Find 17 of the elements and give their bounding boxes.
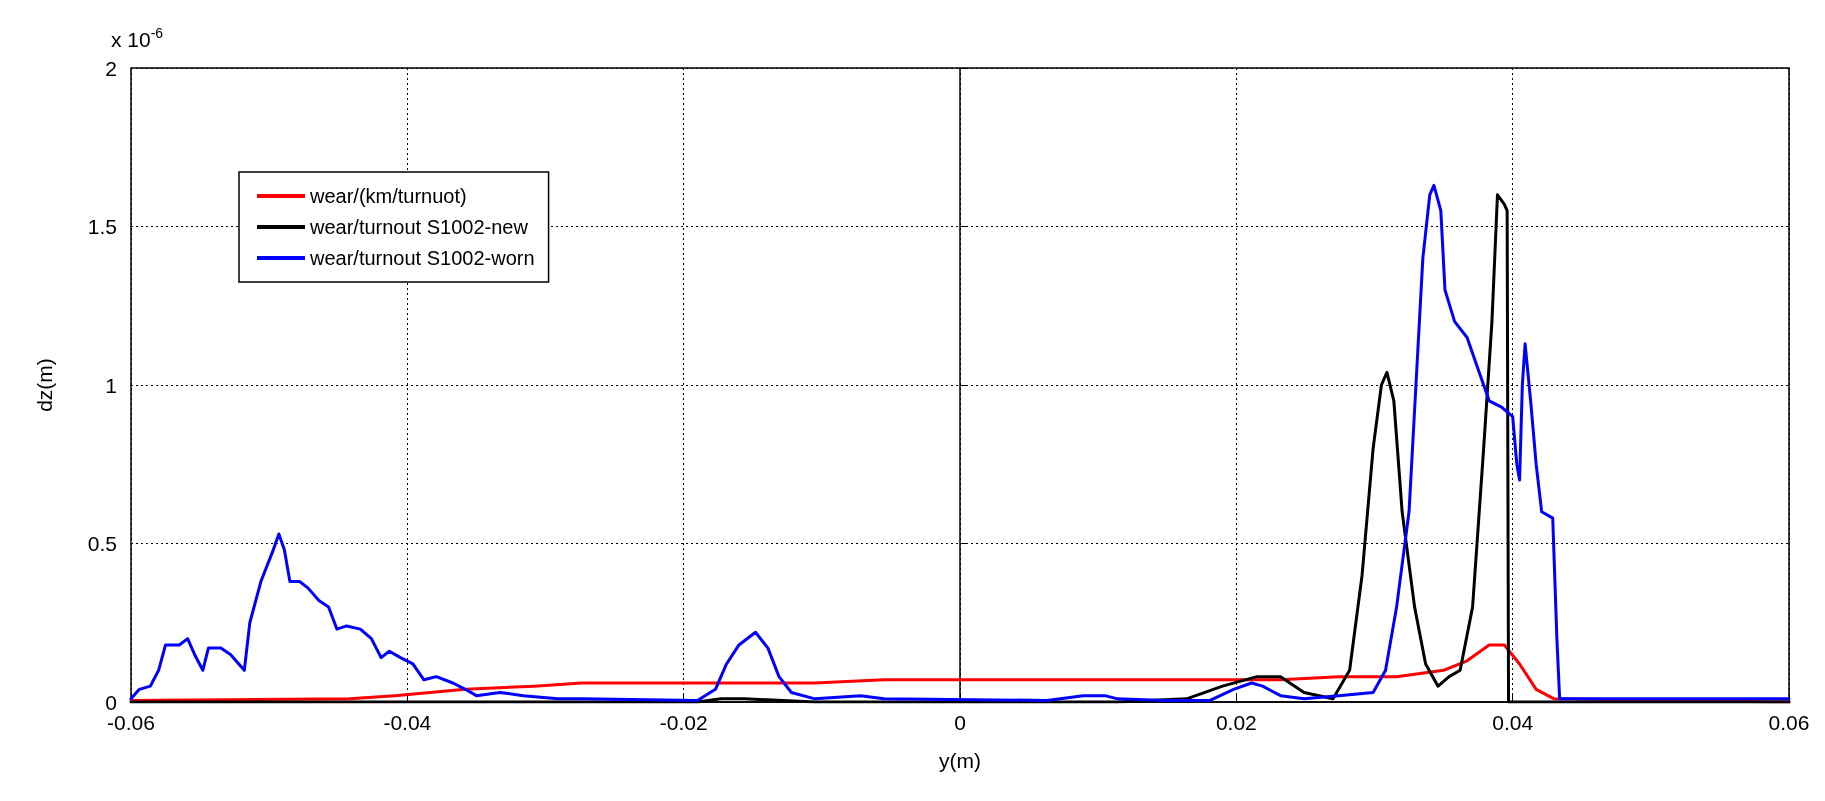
legend-label: wear/(km/turnuot): [309, 185, 467, 207]
y-axis-title: dz(m): [33, 358, 56, 412]
legend-label: wear/turnout S1002-new: [309, 216, 529, 238]
x-tick-label: 0.04: [1492, 711, 1534, 734]
legend-label: wear/turnout S1002-worn: [309, 247, 535, 269]
x-tick-label: -0.04: [383, 711, 432, 734]
y-tick-label: 1: [105, 373, 117, 397]
x-tick-label: 0.02: [1215, 711, 1257, 734]
y-tick-label: 0: [105, 690, 117, 714]
y-tick-label: 0.5: [87, 532, 117, 555]
x-tick-label: -0.06: [107, 711, 155, 734]
x-tick-label: 0.06: [1768, 711, 1810, 734]
x-tick-label: -0.02: [659, 711, 708, 734]
x-tick-label: 0: [954, 711, 966, 734]
x-axis-title: y(m): [939, 749, 981, 772]
y-tick-label: 2: [105, 56, 117, 80]
y-tick-label: 1.5: [87, 215, 117, 238]
